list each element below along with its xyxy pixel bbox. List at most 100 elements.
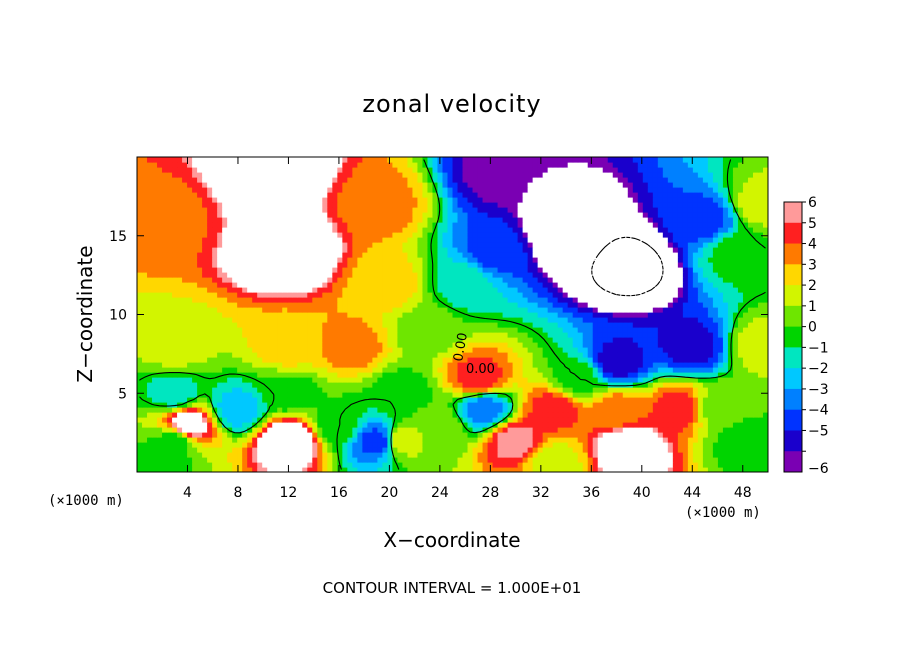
field-cell xyxy=(472,317,479,323)
field-cell xyxy=(707,312,714,318)
field-cell xyxy=(402,467,409,472)
field-cell xyxy=(437,307,444,313)
field-cell xyxy=(452,347,459,353)
field-cell xyxy=(167,422,173,428)
field-cell xyxy=(417,347,424,353)
field-cell xyxy=(727,382,734,388)
field-cell xyxy=(527,287,534,293)
field-cell xyxy=(637,432,644,438)
field-cell xyxy=(522,332,529,338)
field-cell xyxy=(227,322,233,328)
field-cell xyxy=(432,432,439,438)
field-cell xyxy=(502,442,509,448)
field-cell xyxy=(427,337,434,343)
field-cell xyxy=(377,347,383,353)
field-cell xyxy=(382,282,388,288)
field-cell xyxy=(737,292,744,298)
field-cell xyxy=(747,332,754,338)
field-cell xyxy=(252,307,258,313)
field-cell xyxy=(362,447,368,453)
field-cell xyxy=(422,447,429,453)
field-cell xyxy=(672,452,679,458)
field-cell xyxy=(237,317,243,323)
field-cell xyxy=(327,317,333,323)
field-cell xyxy=(142,297,148,303)
field-cell xyxy=(167,317,173,323)
field-cell xyxy=(247,282,253,288)
field-cell xyxy=(182,297,188,303)
field-cell xyxy=(642,317,649,323)
field-cell xyxy=(172,387,178,393)
field-cell xyxy=(252,372,258,378)
field-cell xyxy=(517,442,524,448)
field-cell xyxy=(457,367,464,373)
field-cell xyxy=(142,282,148,288)
field-cell xyxy=(352,377,358,383)
field-cell xyxy=(192,377,198,383)
field-cell xyxy=(422,462,429,468)
field-cell xyxy=(287,382,293,388)
field-cell xyxy=(492,437,499,443)
field-cell xyxy=(272,312,278,318)
field-cell xyxy=(307,417,313,423)
field-cell xyxy=(182,382,188,388)
field-cell xyxy=(532,392,539,398)
field-cell xyxy=(242,372,248,378)
field-cell xyxy=(267,272,273,278)
field-cell xyxy=(282,302,288,308)
field-cell xyxy=(737,442,744,448)
field-cell xyxy=(362,452,368,458)
field-cell xyxy=(537,287,544,293)
field-cell xyxy=(732,432,739,438)
field-cell xyxy=(217,377,223,383)
field-cell xyxy=(242,387,248,393)
field-cell xyxy=(717,287,724,293)
field-cell xyxy=(337,312,343,318)
field-cell xyxy=(667,357,674,363)
field-cell xyxy=(507,437,514,443)
field-cell xyxy=(397,447,404,453)
field-cell xyxy=(682,457,689,463)
field-cell xyxy=(527,367,534,373)
field-cell xyxy=(582,347,589,353)
field-cell xyxy=(687,407,694,413)
field-cell xyxy=(662,372,669,378)
field-cell xyxy=(747,287,754,293)
field-cell xyxy=(222,332,228,338)
field-cell xyxy=(342,322,348,328)
field-cell xyxy=(457,437,464,443)
field-cell xyxy=(487,457,494,463)
field-cell xyxy=(712,427,719,433)
field-cell xyxy=(322,437,328,443)
field-cell xyxy=(332,362,338,368)
field-cell xyxy=(692,437,699,443)
field-cell xyxy=(712,277,719,283)
field-cell xyxy=(647,382,654,388)
field-cell xyxy=(417,387,424,393)
field-cell xyxy=(752,377,759,383)
field-cell xyxy=(692,357,699,363)
field-cell xyxy=(642,467,649,472)
field-cell xyxy=(177,307,183,313)
field-cell xyxy=(212,467,218,472)
field-cell xyxy=(517,367,524,373)
field-cell xyxy=(497,372,504,378)
field-cell xyxy=(387,432,394,438)
field-cell xyxy=(647,337,654,343)
field-cell xyxy=(522,337,529,343)
field-cell xyxy=(247,452,253,458)
field-cell xyxy=(217,287,223,293)
field-cell xyxy=(387,427,394,433)
field-cell xyxy=(197,357,203,363)
field-cell xyxy=(682,397,689,403)
field-cell xyxy=(252,397,258,403)
field-cell xyxy=(237,452,243,458)
field-cell xyxy=(597,392,604,398)
field-cell xyxy=(702,467,709,472)
field-cell xyxy=(552,307,559,313)
field-cell xyxy=(577,332,584,338)
field-cell xyxy=(147,452,153,458)
field-cell xyxy=(537,332,544,338)
field-cell xyxy=(257,462,263,468)
field-cell xyxy=(617,342,624,348)
